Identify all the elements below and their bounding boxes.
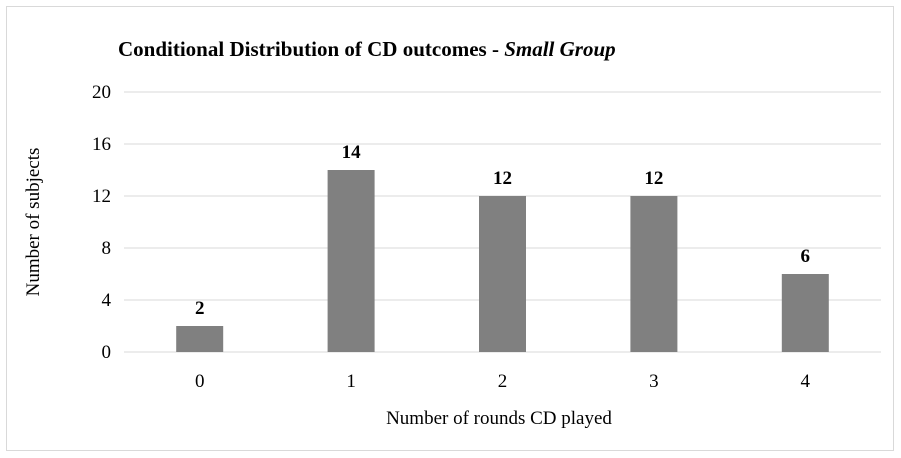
data-label: 12	[493, 168, 512, 189]
x-tick-label: 2	[498, 371, 508, 392]
x-tick-label: 3	[649, 371, 659, 392]
data-label: 2	[195, 298, 205, 319]
data-label: 12	[644, 168, 663, 189]
x-tick-label: 4	[801, 371, 811, 392]
x-tick-label: 1	[346, 371, 356, 392]
bars	[176, 170, 829, 352]
data-label: 6	[801, 246, 811, 267]
x-tick-label: 0	[195, 371, 205, 392]
chart-title-main: Conditional Distribution of CD outcomes …	[118, 37, 504, 61]
x-axis-ticks: 0 1 2 3 4	[195, 371, 811, 392]
y-tick-label: 20	[92, 82, 111, 103]
bar	[176, 326, 224, 352]
chart-frame	[6, 6, 894, 451]
data-label: 14	[342, 142, 362, 163]
y-tick-label: 4	[102, 290, 112, 311]
data-labels: 2 14 12 12 6	[195, 142, 810, 319]
y-axis-label: Number of subjects	[23, 148, 44, 297]
gridlines	[124, 91, 881, 353]
chart-title-emphasis: Small Group	[504, 37, 615, 61]
bar	[781, 274, 829, 352]
y-axis-ticks: 0 4 8 12 16 20	[92, 82, 112, 363]
bar	[630, 196, 678, 352]
chart-title: Conditional Distribution of CD outcomes …	[118, 37, 616, 61]
bar	[479, 196, 526, 352]
y-tick-label: 8	[102, 238, 112, 259]
bar	[327, 170, 375, 352]
y-tick-label: 0	[102, 342, 112, 363]
y-tick-label: 12	[92, 186, 111, 207]
x-axis-label: Number of rounds CD played	[386, 408, 612, 429]
y-tick-label: 16	[92, 134, 111, 155]
